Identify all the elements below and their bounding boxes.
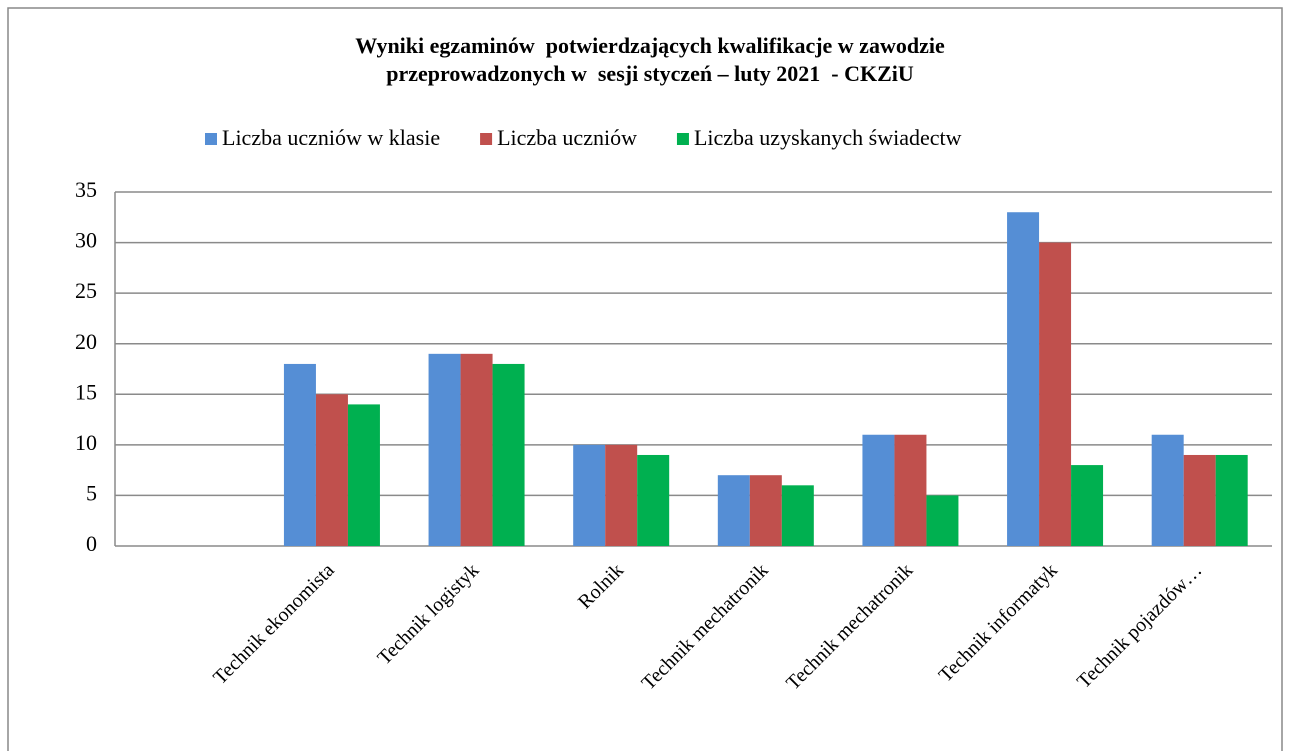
bar <box>1007 212 1040 546</box>
legend-swatch <box>676 133 689 145</box>
bar <box>894 434 927 546</box>
bar <box>347 404 380 546</box>
bar <box>492 363 525 546</box>
bar <box>637 454 670 546</box>
bar <box>749 475 782 546</box>
y-tick-label: 0 <box>86 531 97 556</box>
y-tick-label: 20 <box>75 329 97 354</box>
bar <box>605 444 638 546</box>
y-tick-label: 15 <box>75 379 97 404</box>
legend-swatch <box>480 133 493 145</box>
bar <box>1151 434 1184 546</box>
chart-border <box>7 7 1283 751</box>
bar <box>781 485 814 546</box>
bar <box>926 495 959 546</box>
bar <box>1039 242 1072 547</box>
bar <box>315 394 348 546</box>
bar <box>460 353 493 546</box>
legend-label: Liczba uzyskanych świadectw <box>694 125 962 150</box>
bar <box>428 353 461 546</box>
chart-title: Wyniki egzaminów potwierdzających kwalif… <box>355 33 945 58</box>
y-tick-label: 5 <box>86 480 97 505</box>
bar <box>1183 454 1216 546</box>
bar <box>283 363 316 546</box>
y-tick-label: 35 <box>75 177 97 202</box>
chart-title: przeprowadzonych w sesji styczeń – luty … <box>386 61 914 86</box>
y-tick-label: 10 <box>75 430 97 455</box>
legend-label: Liczba uczniów <box>497 125 637 150</box>
bar <box>1071 465 1104 546</box>
bar <box>717 475 750 546</box>
legend-label: Liczba uczniów w klasie <box>222 125 440 150</box>
legend-swatch <box>205 133 217 145</box>
y-tick-label: 25 <box>75 278 97 303</box>
y-tick-label: 30 <box>75 228 97 253</box>
bar <box>573 444 606 546</box>
bar <box>862 434 895 546</box>
bar <box>1215 454 1248 546</box>
